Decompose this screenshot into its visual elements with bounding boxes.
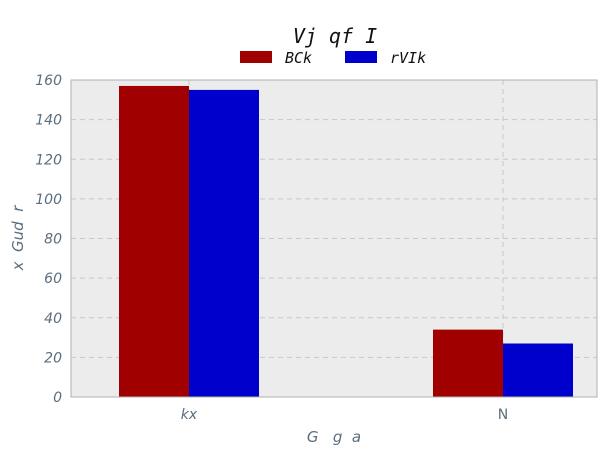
chart-title: Vj qf I [293, 24, 377, 48]
y-tick-label: 120 [35, 152, 62, 168]
y-tick-label: 60 [44, 271, 62, 287]
bar-rVIk-kx [189, 89, 259, 397]
legend-label: rVIk [390, 49, 426, 67]
y-axis-label: x Gud r [9, 205, 27, 272]
legend-swatch [240, 51, 272, 63]
x-tick-label: kx [181, 407, 198, 423]
y-tick-label: 20 [44, 350, 62, 366]
bars [119, 85, 573, 397]
bar-rVIk-N [503, 343, 573, 397]
legend: BCk rVIk [240, 49, 426, 67]
x-axis-label: G g a [307, 428, 361, 446]
bar-BCk-N [433, 329, 503, 397]
plot-frame [70, 79, 598, 398]
y-tick-label: 140 [35, 113, 62, 129]
y-tick-label: 40 [44, 311, 62, 327]
legend-swatch [345, 51, 377, 63]
y-tick-label: 160 [35, 73, 62, 89]
x-axis-ticks: kx N [181, 407, 508, 423]
y-tick-label: 80 [44, 232, 62, 248]
y-tick-label: 100 [35, 192, 62, 208]
y-tick-label: 0 [53, 390, 62, 406]
legend-label: BCk [285, 49, 312, 67]
y-axis-ticks: 0 20 40 60 80 100 120 140 160 [35, 73, 62, 406]
bar-BCk-kx [119, 85, 189, 397]
x-tick-label: N [498, 407, 508, 423]
